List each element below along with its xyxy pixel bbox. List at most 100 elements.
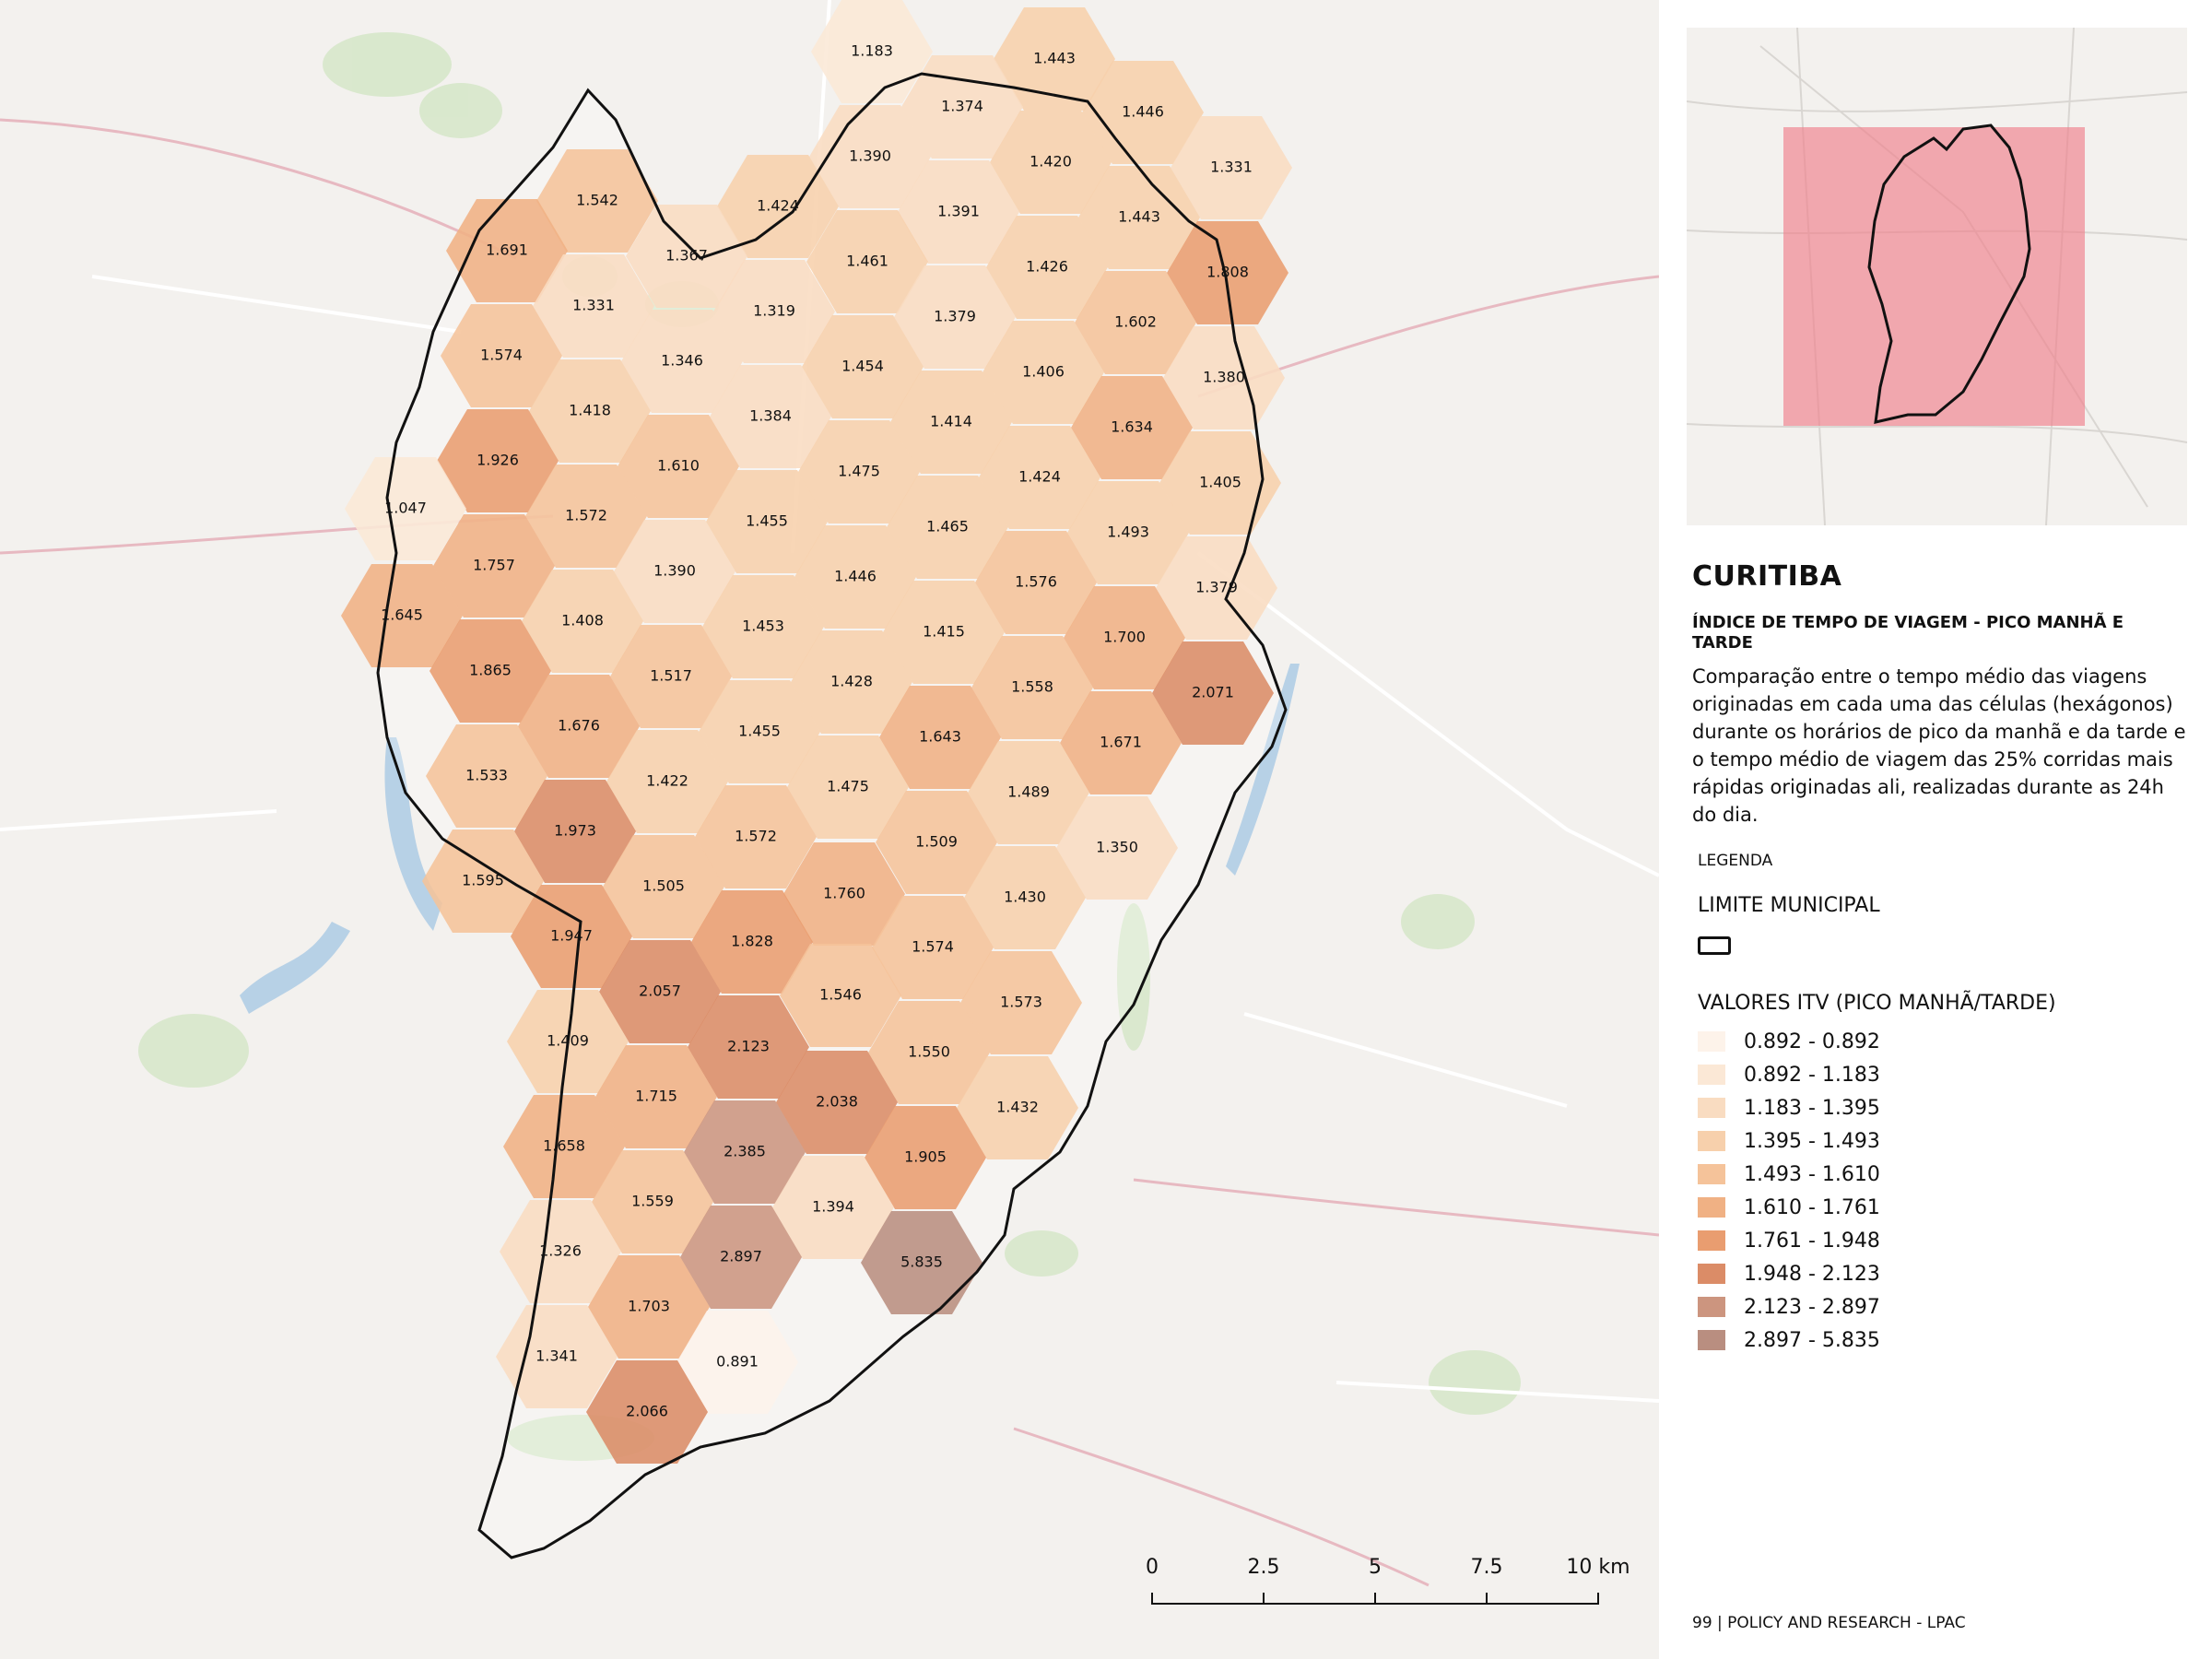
itv-hexagon[interactable]	[500, 1200, 621, 1303]
itv-hexagon[interactable]	[345, 457, 466, 560]
itv-hexagon-value: 1.455	[738, 723, 781, 740]
itv-hexagon[interactable]	[717, 155, 839, 258]
itv-hexagon[interactable]	[496, 1305, 618, 1408]
itv-hexagon[interactable]	[898, 160, 1019, 264]
itv-hexagon[interactable]	[695, 785, 817, 888]
itv-hexagon[interactable]	[514, 780, 636, 883]
itv-hexagon[interactable]	[1171, 116, 1292, 219]
itv-hexagon[interactable]	[975, 531, 1097, 634]
itv-hexagon[interactable]	[879, 686, 1001, 789]
itv-hexagon[interactable]	[586, 1360, 708, 1464]
itv-hexagon[interactable]	[1167, 221, 1288, 324]
itv-hexagon-value: 1.947	[550, 927, 593, 945]
itv-hexagon[interactable]	[610, 625, 732, 728]
itv-hexagon[interactable]	[783, 842, 905, 946]
itv-hexagon[interactable]	[872, 896, 994, 999]
itv-hexagon[interactable]	[1078, 166, 1200, 269]
itv-hexagon[interactable]	[957, 1056, 1078, 1159]
itv-hexagon[interactable]	[780, 944, 901, 1047]
itv-hexagon[interactable]	[994, 7, 1115, 111]
itv-hexagon[interactable]	[811, 0, 933, 103]
itv-hexagon[interactable]	[529, 359, 651, 463]
itv-hexagon[interactable]	[1067, 481, 1189, 584]
itv-hexagon[interactable]	[1060, 691, 1182, 794]
itv-hexagon[interactable]	[1152, 641, 1274, 745]
inset-boundary	[1867, 124, 2031, 424]
itv-hexagon[interactable]	[511, 885, 632, 988]
itv-hexagon[interactable]	[599, 940, 721, 1043]
itv-hexagon[interactable]	[618, 415, 739, 518]
itv-hexagon[interactable]	[776, 1051, 898, 1154]
itv-hexagon[interactable]	[592, 1150, 713, 1253]
itv-hexagon[interactable]	[1082, 61, 1204, 164]
itv-hexagon[interactable]	[787, 735, 909, 839]
legend-class-label: 0.892 - 0.892	[1744, 1030, 1880, 1053]
itv-hexagon[interactable]	[772, 1156, 894, 1259]
itv-hexagon[interactable]	[595, 1045, 717, 1148]
itv-hexagon[interactable]	[1056, 796, 1178, 900]
itv-hexagon[interactable]	[525, 465, 647, 568]
itv-hexagon[interactable]	[861, 1211, 982, 1314]
itv-hexagon[interactable]	[883, 581, 1005, 684]
itv-hexagon[interactable]	[986, 216, 1108, 319]
itv-hexagon[interactable]	[603, 835, 724, 938]
itv-hexagon[interactable]	[691, 890, 813, 994]
itv-hexagon[interactable]	[964, 846, 1086, 949]
itv-hexagon[interactable]	[798, 420, 920, 524]
itv-hexagon[interactable]	[441, 304, 562, 407]
itv-hexagon[interactable]	[968, 741, 1089, 844]
itv-hexagon[interactable]	[876, 791, 997, 894]
itv-hexagon[interactable]	[1156, 536, 1277, 640]
itv-hexagon[interactable]	[588, 1255, 710, 1359]
itv-hexagon[interactable]	[1163, 326, 1285, 429]
itv-hexagon[interactable]	[868, 1001, 990, 1104]
legend-class-swatch	[1698, 1131, 1725, 1151]
itv-hexagon[interactable]	[614, 520, 735, 623]
itv-hexagon[interactable]	[1075, 271, 1196, 374]
itv-hexagon[interactable]	[341, 564, 463, 667]
itv-hexagon[interactable]	[802, 315, 924, 418]
itv-hexagon[interactable]	[901, 55, 1023, 159]
itv-hexagon[interactable]	[433, 514, 555, 618]
itv-hexagon[interactable]	[429, 619, 551, 723]
itv-hexagon[interactable]	[865, 1106, 986, 1209]
itv-hexagon[interactable]	[791, 630, 912, 734]
itv-hexagon[interactable]	[680, 1206, 802, 1309]
itv-hexagon[interactable]	[503, 1095, 625, 1198]
itv-hexagon[interactable]	[621, 310, 743, 413]
itv-hexagon[interactable]	[979, 426, 1100, 529]
itv-hexagon[interactable]	[522, 570, 643, 673]
itv-hexagon[interactable]	[710, 365, 831, 468]
itv-hexagon[interactable]	[677, 1311, 798, 1414]
itv-hexagon[interactable]	[706, 470, 828, 573]
itv-hexagon[interactable]	[533, 254, 654, 358]
itv-hexagon[interactable]	[971, 636, 1093, 739]
itv-hexagon[interactable]	[960, 951, 1082, 1054]
itv-hexagon[interactable]	[684, 1100, 806, 1204]
itv-hexagon[interactable]	[606, 730, 728, 833]
itv-hexagon[interactable]	[794, 525, 916, 629]
itv-hexagon[interactable]	[699, 680, 820, 783]
itv-hexagon[interactable]	[1064, 586, 1185, 689]
itv-hexagon[interactable]	[688, 995, 809, 1099]
itv-hexagon-value: 1.390	[849, 147, 891, 165]
itv-hexagon[interactable]	[626, 205, 747, 308]
itv-hexagon[interactable]	[806, 210, 928, 313]
itv-hexagon[interactable]	[518, 675, 640, 778]
itv-hexagon[interactable]	[1071, 376, 1193, 479]
itv-hexagon[interactable]	[982, 321, 1104, 424]
itv-hexagon[interactable]	[446, 199, 568, 302]
itv-hexagon[interactable]	[990, 111, 1112, 214]
itv-hexagon[interactable]	[702, 575, 824, 678]
itv-hexagon[interactable]	[894, 265, 1016, 369]
itv-hexagon[interactable]	[536, 149, 658, 253]
itv-hexagon[interactable]	[890, 371, 1012, 474]
itv-hexagon[interactable]	[426, 724, 547, 828]
itv-hexagon[interactable]	[1159, 431, 1281, 535]
itv-hexagon[interactable]	[437, 409, 559, 512]
itv-hexagon[interactable]	[809, 105, 931, 208]
main-map[interactable]: 1.183 1.443 1.374 1.446 1.390 1.420 1.331 1.542…	[0, 0, 1659, 1659]
itv-hexagon[interactable]	[713, 260, 835, 363]
itv-hexagon[interactable]	[422, 830, 544, 933]
itv-hexagon[interactable]	[887, 476, 1008, 579]
